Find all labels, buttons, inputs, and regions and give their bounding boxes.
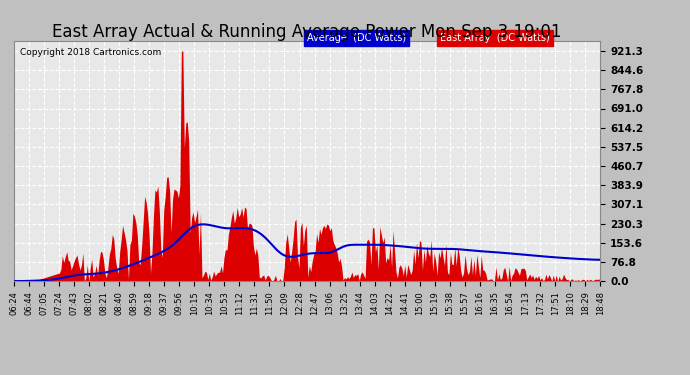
Text: Average  (DC Watts): Average (DC Watts) xyxy=(307,33,406,43)
Title: East Array Actual & Running Average Power Mon Sep 3 19:01: East Array Actual & Running Average Powe… xyxy=(52,23,562,41)
Text: Copyright 2018 Cartronics.com: Copyright 2018 Cartronics.com xyxy=(19,48,161,57)
Text: East Array  (DC Watts): East Array (DC Watts) xyxy=(440,33,550,43)
